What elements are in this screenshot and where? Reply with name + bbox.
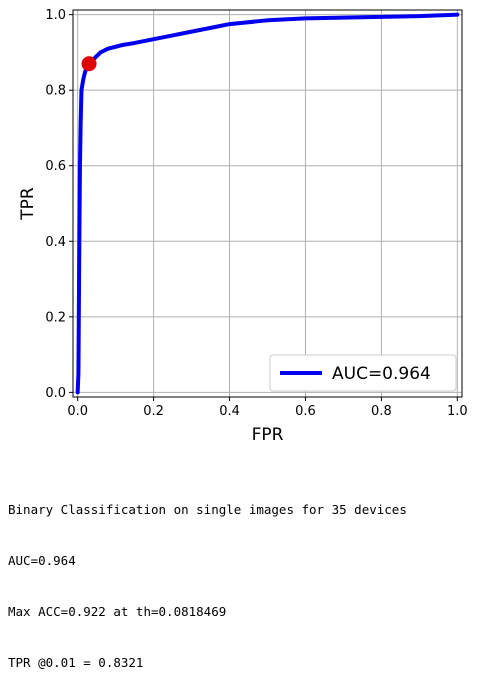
plot-frame xyxy=(72,9,463,398)
y-tick-label: 0.6 xyxy=(45,159,66,174)
y-tick-label: 1.0 xyxy=(45,8,66,23)
operating-point-marker xyxy=(81,56,97,72)
x-axis-label: FPR xyxy=(252,425,284,445)
ticks: 0.0 0.2 0.4 0.6 0.8 1.0 0.0 0.2 0.4 0.6 0.8 1.0 xyxy=(45,8,467,419)
y-tick-label: 0.4 xyxy=(45,235,66,250)
x-tick-label: 0.0 xyxy=(67,404,88,419)
caption-max-acc: Max ACC=0.922 at th=0.0818469 xyxy=(8,604,227,619)
x-tick-label: 0.2 xyxy=(143,404,164,419)
caption: Binary Classification on single images f… xyxy=(8,467,407,688)
x-tick-label: 0.4 xyxy=(219,404,240,419)
x-tick-label: 1.0 xyxy=(447,404,468,419)
caption-auc: AUC=0.964 xyxy=(8,553,76,568)
caption-tpr: TPR @0.01 = 0.8321 xyxy=(8,655,144,670)
legend-entry: AUC=0.964 xyxy=(332,364,431,384)
y-tick-label: 0.2 xyxy=(45,310,66,325)
x-tick-label: 0.8 xyxy=(371,404,392,419)
legend: AUC=0.964 xyxy=(269,354,457,392)
series-layer xyxy=(75,12,460,395)
roc-chart: 0.0 0.2 0.4 0.6 0.8 1.0 0.0 0.2 0.4 0.6 0.8 1.0 FPR… xyxy=(18,8,468,445)
y-axis-label: TPR xyxy=(18,187,38,221)
roc-curve xyxy=(75,12,460,395)
caption-title: Binary Classification on single images f… xyxy=(8,502,407,517)
grid xyxy=(73,10,462,397)
y-tick-label: 0.8 xyxy=(45,84,66,99)
y-tick-label: 0.0 xyxy=(45,386,66,401)
legend-box xyxy=(269,354,457,392)
x-tick-label: 0.6 xyxy=(295,404,316,419)
